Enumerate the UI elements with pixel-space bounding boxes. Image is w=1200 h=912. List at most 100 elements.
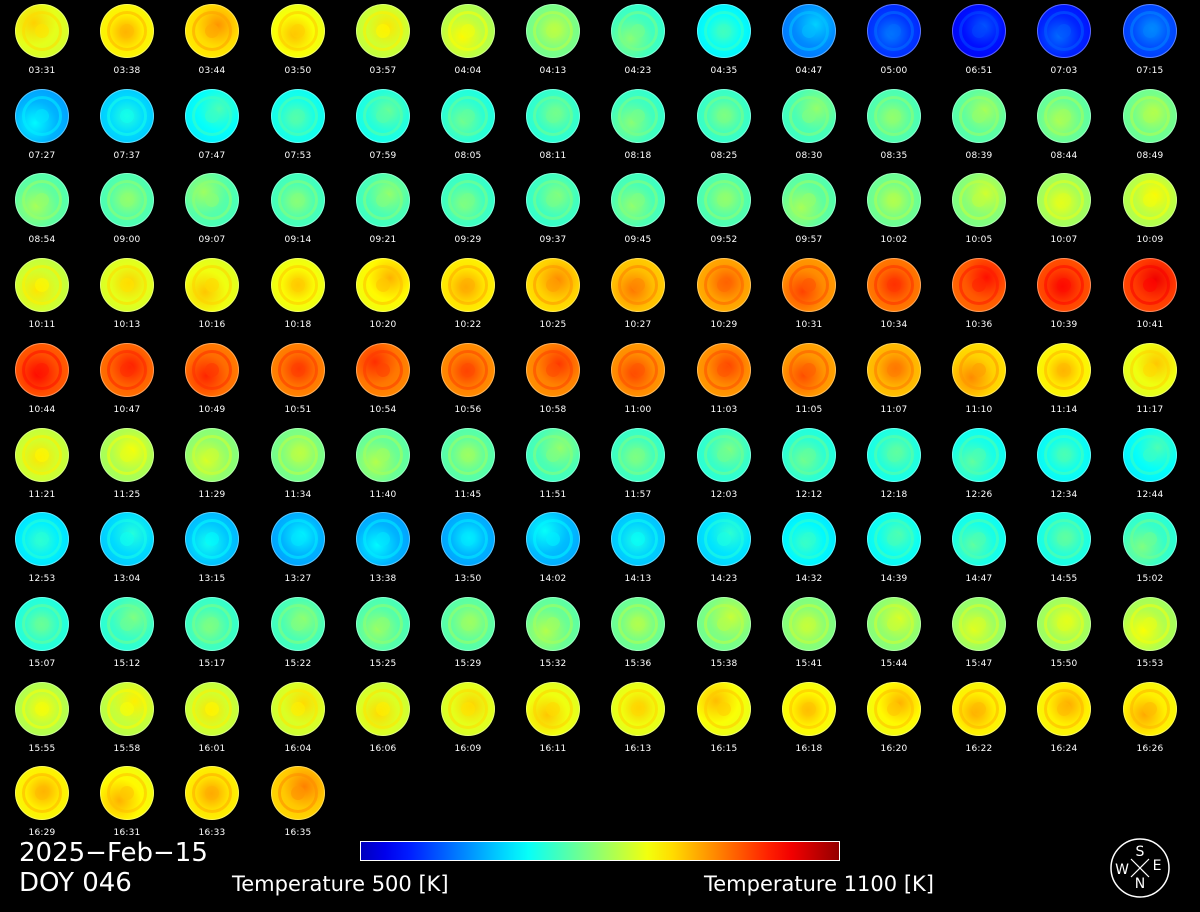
temperature-disk (100, 89, 154, 143)
skymap-frame: 12:53 (0, 508, 85, 593)
disk-ring (959, 265, 999, 305)
frame-time-label: 15:41 (795, 659, 823, 669)
disk-ring (1044, 519, 1084, 559)
disk-ring (22, 435, 62, 475)
frame-time-label: 13:27 (284, 574, 312, 584)
temperature-disk (185, 766, 239, 820)
frame-time-label: 03:57 (369, 66, 397, 76)
skymap-frame: 09:29 (426, 169, 511, 254)
skymap-frame: 10:49 (170, 339, 255, 424)
skymap-frame: 10:11 (0, 254, 85, 339)
temperature-disk (1123, 428, 1177, 482)
temperature-disk (782, 343, 836, 397)
skymap-frame: 15:53 (1108, 593, 1193, 678)
skymap-frame: 12:44 (1108, 424, 1193, 509)
frame-time-label: 10:56 (454, 405, 482, 415)
frame-time-label: 09:29 (454, 235, 482, 245)
temperature-disk (356, 682, 410, 736)
frame-time-label: 10:29 (710, 320, 738, 330)
temperature-disk (441, 258, 495, 312)
skymap-frame: 16:18 (767, 678, 852, 763)
temperature-disk (952, 173, 1006, 227)
skymap-frame: 08:35 (852, 85, 937, 170)
temperature-disk (100, 597, 154, 651)
frame-time-label: 13:38 (369, 574, 397, 584)
frame-time-label: 15:07 (28, 659, 56, 669)
temperature-disk (697, 343, 751, 397)
temperature-disk (185, 89, 239, 143)
temperature-disk (271, 89, 325, 143)
frame-time-label: 08:39 (965, 151, 993, 161)
frame-time-label: 08:18 (624, 151, 652, 161)
skymap-frame: 13:04 (85, 508, 170, 593)
frame-time-label: 04:23 (624, 66, 652, 76)
frame-time-label: 16:20 (880, 744, 908, 754)
temperature-disk (1037, 173, 1091, 227)
skymap-frame: 11:29 (170, 424, 255, 509)
disk-ring (874, 265, 914, 305)
frame-time-label: 10:20 (369, 320, 397, 330)
frame-time-label: 10:54 (369, 405, 397, 415)
frame-time-label: 10:27 (624, 320, 652, 330)
skymap-frame: 10:13 (85, 254, 170, 339)
disk-ring (789, 180, 829, 220)
frame-time-label: 10:09 (1136, 235, 1164, 245)
skymap-frame: 07:53 (256, 85, 341, 170)
frame-time-label: 15:36 (624, 659, 652, 669)
disk-ring (107, 604, 147, 644)
skymap-frame: 09:37 (511, 169, 596, 254)
disk-ring (278, 435, 318, 475)
day-of-year-label: DOY 046 (19, 868, 132, 898)
frame-time-label: 11:25 (113, 490, 141, 500)
frame-time-label: 15:38 (710, 659, 738, 669)
temperature-disk (271, 4, 325, 58)
temperature-disk (1037, 682, 1091, 736)
temperature-disk (15, 89, 69, 143)
disk-ring (363, 435, 403, 475)
frame-time-label: 10:34 (880, 320, 908, 330)
disk-ring (363, 265, 403, 305)
temperature-disk (611, 512, 665, 566)
frame-time-label: 11:00 (624, 405, 652, 415)
disk-ring (704, 11, 744, 51)
skymap-frame: 12:18 (852, 424, 937, 509)
disk-ring (107, 180, 147, 220)
frame-time-label: 07:27 (28, 151, 56, 161)
skymap-frame: 14:47 (937, 508, 1022, 593)
skymap-frame: 16:11 (511, 678, 596, 763)
disk-ring (704, 604, 744, 644)
skymap-frame: 10:18 (256, 254, 341, 339)
temperature-disk (356, 4, 410, 58)
frame-time-label: 10:49 (198, 405, 226, 415)
colorbar-max-label: Temperature 1100 [K] (704, 872, 934, 896)
frame-time-label: 08:44 (1050, 151, 1078, 161)
frame-time-label: 07:15 (1136, 66, 1164, 76)
disk-ring (22, 519, 62, 559)
temperature-disk (782, 173, 836, 227)
skymap-frame: 09:57 (767, 169, 852, 254)
temperature-disk (271, 343, 325, 397)
disk-ring (278, 773, 318, 813)
frame-time-label: 09:21 (369, 235, 397, 245)
skymap-frame: 11:34 (256, 424, 341, 509)
temperature-disk (15, 766, 69, 820)
disk-ring (192, 773, 232, 813)
temperature-disk (271, 512, 325, 566)
temperature-disk (697, 258, 751, 312)
temperature-disk (1123, 258, 1177, 312)
temperature-disk (952, 597, 1006, 651)
skymap-frame: 10:36 (937, 254, 1022, 339)
disk-ring (533, 180, 573, 220)
disk-ring (448, 519, 488, 559)
frame-time-label: 16:11 (539, 744, 567, 754)
disk-ring (533, 350, 573, 390)
frame-time-label: 12:18 (880, 490, 908, 500)
disk-ring (107, 519, 147, 559)
temperature-disk (867, 89, 921, 143)
temperature-disk (867, 597, 921, 651)
temperature-disk (15, 682, 69, 736)
skymap-frame: 13:50 (426, 508, 511, 593)
skymap-frame: 10:54 (341, 339, 426, 424)
temperature-disk (15, 597, 69, 651)
frame-time-label: 10:36 (965, 320, 993, 330)
